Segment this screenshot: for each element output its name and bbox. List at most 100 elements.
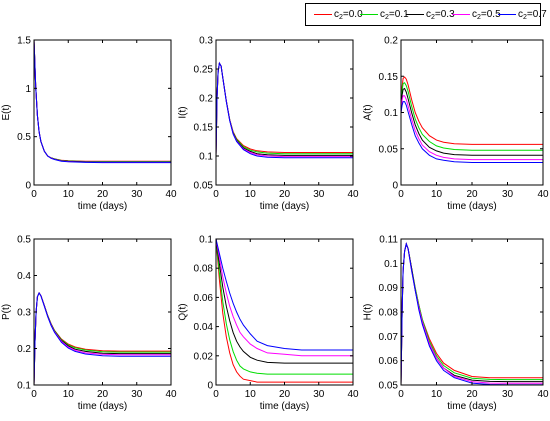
series-line-5-0	[401, 242, 543, 385]
series-line-0-0	[34, 40, 171, 162]
y-tick-label-2-4: 0.2	[384, 36, 398, 47]
plot-frame-5	[400, 238, 544, 386]
x-tick-label-4-4: 40	[347, 389, 359, 400]
x-tick-label-3-1: 10	[63, 389, 75, 400]
series-line-2-0	[401, 76, 543, 145]
y-tick-label-3-4: 0.5	[17, 235, 31, 246]
legend-swatch-2	[406, 14, 424, 15]
x-tick-label-4-3: 30	[313, 389, 325, 400]
y-tick-label-1-4: 0.25	[194, 65, 214, 76]
series-line-4-0	[216, 239, 353, 383]
x-tick-label-1-0: 0	[213, 189, 219, 200]
y-tick-label-2-0: 0	[392, 181, 398, 192]
y-tick-label-3-2: 0.3	[17, 308, 31, 319]
series-line-1-4	[216, 61, 353, 159]
legend-swatch-0	[314, 14, 332, 15]
x-tick-label-5-0: 0	[398, 389, 404, 400]
y-tick-label-0-2: 1	[25, 84, 31, 95]
y-tick-label-5-4: 0.09	[379, 283, 399, 294]
plot-frame-0	[33, 39, 172, 186]
y-tick-label-3-1: 0.2	[17, 344, 31, 355]
x-tick-label-4-2: 20	[279, 389, 291, 400]
series-line-5-3	[401, 242, 543, 385]
series-line-2-2	[401, 87, 543, 156]
legend-label-4: c2=0.7	[518, 9, 547, 21]
series-line-4-3	[216, 239, 353, 357]
y-tick-label-1-0: 0.05	[194, 181, 214, 192]
series-line-3-1	[34, 291, 171, 385]
x-tick-label-2-2: 20	[466, 189, 478, 200]
series-line-5-2	[401, 242, 543, 385]
series-line-3-0	[34, 291, 171, 385]
legend-label-1: c2=0.1	[380, 9, 409, 21]
panel-3: 0 10 20 30 40 0.1 0.2 0.3 0.4 0.5 time (days) P(t)	[1, 235, 177, 413]
y-tick-label-0-1: 0.5	[17, 132, 31, 143]
y-axis-label-2: A(t)	[363, 104, 374, 120]
series-line-3-3	[34, 291, 171, 385]
y-tick-label-5-6: 0.11	[379, 235, 398, 246]
panel-2: 0 10 20 30 40 0 0.05 0.1 0.15 0.2 time (days) A(t)	[363, 36, 549, 213]
x-tick-label-0-2: 20	[97, 189, 109, 200]
legend-label-2: c2=0.3	[426, 9, 455, 21]
y-axis-label-3: P(t)	[1, 304, 12, 320]
series-line-3-4	[34, 291, 171, 385]
series-line-2-1	[401, 82, 543, 151]
series-line-0-1	[34, 40, 171, 162]
x-tick-label-1-4: 40	[347, 189, 359, 200]
y-tick-label-1-3: 0.2	[199, 94, 213, 105]
x-axis-label-0: time (days)	[78, 201, 127, 212]
series-line-0-4	[34, 40, 171, 164]
x-tick-label-0-0: 0	[31, 189, 37, 200]
legend-swatch-1	[360, 14, 378, 15]
x-tick-label-2-3: 30	[502, 189, 514, 200]
legend-label-3: c2=0.5	[472, 9, 501, 21]
x-tick-label-2-4: 40	[537, 189, 549, 200]
x-tick-label-0-3: 30	[131, 189, 143, 200]
x-tick-label-1-3: 30	[313, 189, 325, 200]
x-tick-label-3-0: 0	[31, 389, 37, 400]
y-tick-label-3-3: 0.4	[17, 271, 31, 282]
x-axis-label-4: time (days)	[260, 401, 309, 412]
y-tick-label-5-5: 0.1	[384, 259, 398, 270]
x-tick-label-0-4: 40	[165, 189, 177, 200]
series-line-5-4	[401, 242, 543, 385]
legend-swatch-3	[452, 14, 470, 15]
y-tick-label-0-3: 1.5	[17, 36, 31, 47]
y-axis-label-0: E(t)	[1, 104, 12, 120]
y-tick-label-2-2: 0.1	[384, 108, 398, 119]
legend: c2=0.0 c2=0.1 c2=0.3 c2=0.5 c2=0.7	[305, 3, 547, 26]
series-line-0-2	[34, 40, 171, 163]
x-tick-label-5-2: 20	[466, 389, 478, 400]
x-tick-label-2-0: 0	[398, 189, 404, 200]
series-line-2-4	[401, 101, 543, 163]
series-line-4-1	[216, 239, 353, 375]
y-tick-label-4-0: 0	[207, 381, 213, 392]
y-tick-label-2-3: 0.15	[379, 72, 399, 83]
legend-swatch-4	[498, 14, 516, 15]
y-tick-label-5-3: 0.08	[379, 308, 399, 319]
y-tick-label-0-0: 0	[25, 181, 31, 192]
y-tick-label-4-1: 0.02	[194, 351, 214, 362]
x-tick-label-1-2: 20	[279, 189, 291, 200]
y-tick-label-5-2: 0.07	[379, 332, 399, 343]
legend-label-0: c2=0.0	[334, 9, 363, 21]
y-tick-label-4-5: 0.1	[199, 235, 213, 246]
x-tick-label-2-1: 10	[431, 189, 443, 200]
x-axis-label-1: time (days)	[260, 201, 309, 212]
y-tick-label-5-1: 0.06	[379, 356, 399, 367]
panel-5: 0 10 20 30 40 0.05 0.06 0.07 0.08 0.09 0.1 0.11 time…	[363, 235, 549, 413]
series-line-1-3	[216, 61, 353, 158]
x-tick-label-4-1: 10	[245, 389, 257, 400]
y-tick-label-1-5: 0.3	[199, 36, 213, 47]
series-line-5-1	[401, 242, 543, 385]
y-tick-label-3-0: 0.1	[17, 381, 31, 392]
y-tick-label-1-1: 0.1	[199, 152, 213, 163]
series-line-4-2	[216, 239, 353, 364]
panel-4: 0 10 20 30 40 0 0.02 0.04 0.06 0.08 0.1 time (days)…	[178, 235, 359, 413]
plot-frame-2	[400, 39, 544, 186]
y-tick-label-4-2: 0.04	[194, 322, 214, 333]
x-tick-label-3-2: 20	[97, 389, 109, 400]
panel-1: 0 10 20 30 40 0.05 0.1 0.15 0.2 0.25 0.3 time (days…	[178, 36, 359, 213]
x-axis-label-5: time (days)	[447, 401, 496, 412]
